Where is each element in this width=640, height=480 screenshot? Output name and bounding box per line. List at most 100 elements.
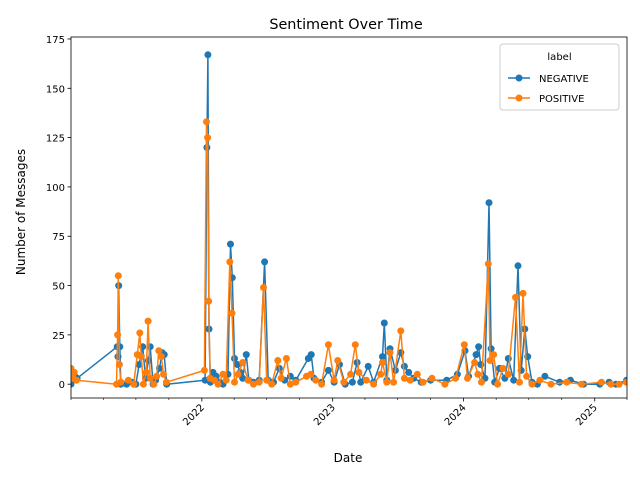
data-point — [607, 380, 615, 388]
data-point — [239, 359, 247, 366]
y-tick-label: 125 — [46, 134, 65, 145]
data-point — [563, 378, 571, 386]
data-point — [231, 355, 238, 362]
legend-swatch-marker — [515, 74, 523, 82]
y-tick-label: 100 — [46, 183, 65, 194]
data-point — [413, 370, 421, 378]
data-point — [510, 376, 518, 384]
data-point — [203, 118, 210, 126]
data-point — [200, 366, 208, 374]
data-point — [475, 343, 483, 351]
data-point — [441, 380, 449, 388]
data-point — [452, 374, 460, 382]
data-point — [541, 372, 549, 380]
data-point — [263, 376, 271, 384]
data-point — [547, 380, 555, 388]
data-point — [519, 289, 527, 297]
x-axis-label: Date — [334, 451, 363, 465]
legend-swatch-marker — [515, 94, 523, 102]
data-point — [536, 376, 544, 384]
data-point — [137, 353, 145, 361]
data-point — [139, 380, 147, 388]
data-point — [234, 370, 242, 378]
data-point — [318, 380, 326, 388]
data-point — [528, 380, 536, 388]
data-point — [124, 376, 132, 384]
data-point — [615, 380, 623, 388]
data-point — [268, 380, 276, 388]
data-point — [242, 351, 250, 359]
axes-frame — [70, 36, 628, 399]
data-point — [514, 262, 522, 270]
data-point — [117, 378, 125, 386]
series-positive — [71, 118, 627, 388]
data-point — [362, 376, 370, 384]
data-point — [222, 376, 230, 384]
data-point — [324, 366, 332, 374]
data-point — [286, 380, 294, 388]
legend-entry: POSITIVE — [539, 94, 584, 105]
data-point — [114, 272, 122, 280]
data-point — [460, 341, 468, 349]
data-point — [504, 370, 512, 378]
data-point — [490, 351, 498, 359]
legend-box — [499, 43, 620, 111]
data-point — [130, 380, 138, 388]
data-point — [516, 378, 523, 386]
data-point — [204, 134, 212, 142]
data-point — [471, 359, 479, 366]
data-point — [428, 374, 436, 382]
data-point — [282, 355, 290, 362]
data-point — [250, 380, 257, 388]
data-point — [400, 374, 408, 382]
data-point — [233, 361, 241, 368]
legend-title: label — [547, 52, 571, 63]
data-point — [307, 370, 315, 378]
data-point — [419, 378, 427, 386]
data-point — [244, 376, 252, 384]
data-point — [464, 374, 471, 382]
data-point — [162, 378, 170, 386]
data-point — [357, 378, 365, 386]
y-tick-label: 150 — [46, 84, 65, 95]
data-point — [405, 368, 413, 376]
data-point — [226, 258, 234, 266]
data-point — [214, 380, 222, 388]
data-point — [386, 349, 394, 357]
data-point — [397, 327, 405, 335]
data-point — [157, 353, 165, 361]
data-point — [347, 370, 355, 378]
data-point — [383, 378, 391, 386]
data-point — [153, 372, 161, 380]
data-point — [227, 240, 234, 248]
data-point — [474, 370, 482, 378]
data-point — [155, 347, 163, 355]
data-point — [478, 378, 485, 386]
data-point — [364, 362, 372, 370]
data-point — [228, 309, 236, 317]
y-tick-label: 175 — [46, 35, 65, 46]
y-tick-label: 75 — [52, 232, 65, 243]
data-point — [204, 51, 212, 59]
data-point — [512, 293, 519, 301]
data-point — [523, 372, 531, 380]
data-point — [324, 341, 332, 349]
y-tick-label: 50 — [52, 282, 65, 293]
data-point — [292, 378, 300, 386]
data-point — [136, 329, 144, 337]
data-point — [499, 364, 507, 372]
data-point — [205, 297, 213, 305]
data-point — [578, 380, 585, 388]
data-point — [472, 351, 480, 359]
data-point — [231, 378, 238, 386]
data-point — [261, 258, 269, 266]
data-point — [274, 357, 282, 364]
data-point — [71, 368, 78, 376]
data-point — [334, 357, 342, 364]
legend-entry: NEGATIVE — [539, 74, 589, 85]
data-point — [406, 376, 414, 384]
data-point — [355, 368, 363, 376]
data-point — [380, 319, 388, 327]
y-tick-label: 25 — [52, 331, 65, 342]
